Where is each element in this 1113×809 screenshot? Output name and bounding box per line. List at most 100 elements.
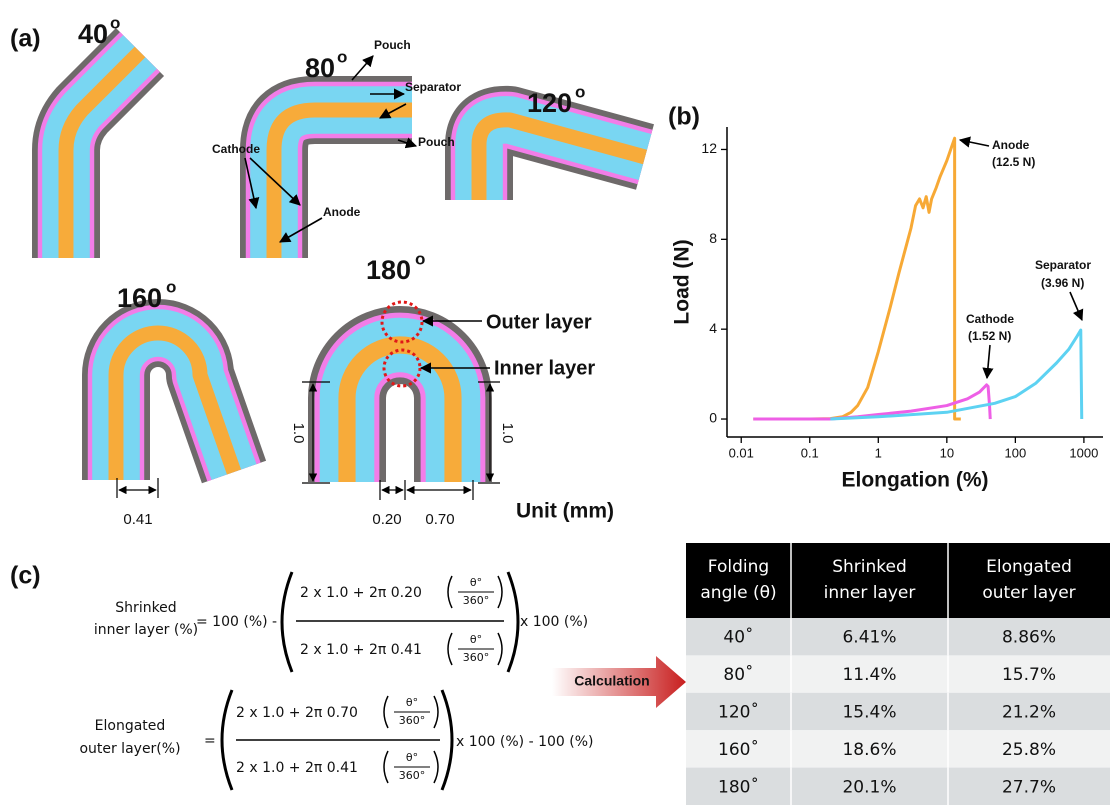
- table-header: Shrinked: [832, 557, 907, 577]
- strip-layer: [250, 86, 412, 258]
- annotation: Separator: [1035, 258, 1091, 272]
- arrow: [958, 136, 990, 148]
- dimension-label: 0.20: [372, 511, 401, 528]
- paren: [383, 750, 439, 784]
- paren: [220, 689, 234, 791]
- arrow: [279, 217, 323, 243]
- angle-label: 80: [305, 53, 335, 83]
- x-tick-label: 1: [875, 445, 882, 460]
- annotation: Separator: [405, 80, 461, 94]
- panel-label: (b): [668, 103, 700, 131]
- table-header: outer layer: [982, 583, 1075, 603]
- formula-text: = 100 (%) -: [196, 614, 277, 630]
- strip-layer: [108, 325, 242, 480]
- formula-text: x 100 (%): [520, 614, 588, 630]
- formula-label: outer layer(%): [79, 741, 180, 757]
- table-cell: 21.2%: [1002, 703, 1056, 723]
- formula-text: 360°: [463, 651, 490, 664]
- panel-label: (c): [10, 562, 41, 590]
- strip-layer: [471, 112, 647, 200]
- x-tick-label: 100: [1005, 445, 1027, 460]
- x-tick-label: 10: [940, 445, 954, 460]
- angle-degree: o: [337, 47, 347, 66]
- series-line: [830, 328, 1084, 421]
- table-row-bg: [686, 730, 1110, 768]
- paren: [447, 575, 503, 609]
- paren: [506, 571, 520, 673]
- table-cell: 160˚: [718, 739, 759, 760]
- dimension-label: 1.0: [290, 423, 307, 444]
- dimension-label: 1.0: [499, 423, 516, 444]
- table-header: angle (θ): [700, 583, 776, 603]
- formula-text: 2 x 1.0 + 2π 0.70: [236, 705, 358, 721]
- unit-label: Unit (mm): [516, 500, 614, 523]
- table-cell: 15.4%: [842, 703, 896, 723]
- formula-text: θ°: [406, 696, 418, 709]
- formula-text: 2 x 1.0 + 2π 0.20: [300, 585, 422, 601]
- formula-text: 2 x 1.0 + 2π 0.41: [300, 642, 422, 658]
- table-row-bg: [686, 618, 1110, 656]
- table-cell: 6.41%: [842, 628, 896, 648]
- table-row-bg: [686, 655, 1110, 693]
- formula-text: 360°: [399, 769, 426, 782]
- arrow: [397, 137, 418, 149]
- angle-label: 120: [527, 88, 572, 118]
- load-chart: (b) Elongation (%) Load (N) Anode (12.5 …: [668, 103, 1103, 492]
- table-header: inner layer: [824, 583, 916, 603]
- formula-text: θ°: [470, 576, 482, 589]
- strip-layer: [266, 102, 412, 258]
- annotation: Inner layer: [494, 357, 595, 379]
- formula-text: θ°: [406, 751, 418, 764]
- y-tick-label: 8: [709, 230, 717, 246]
- table-cell: 27.7%: [1002, 777, 1056, 797]
- table-cell: 8.86%: [1002, 628, 1056, 648]
- table-cell: 25.8%: [1002, 740, 1056, 760]
- table-cell: 80˚: [723, 664, 753, 685]
- x-tick-label: 1000: [1069, 445, 1098, 460]
- result-table: Folding angle (θ) Shrinked inner layer Elong…: [686, 543, 1110, 805]
- table-cell: 20.1%: [842, 777, 896, 797]
- strip-layer: [338, 336, 462, 482]
- table-cell: 120˚: [718, 702, 759, 723]
- paren: [383, 695, 439, 729]
- table-cell: 40˚: [723, 627, 753, 648]
- y-tick-label: 0: [709, 410, 717, 426]
- formula-text: θ°: [470, 633, 482, 646]
- angle-degree: o: [110, 13, 120, 32]
- series-line: [753, 136, 961, 421]
- dimension-label: 0.41: [123, 511, 152, 528]
- annotation: (12.5 N): [992, 155, 1035, 169]
- annotation: Anode: [323, 205, 361, 219]
- y-tick-label: 4: [709, 320, 717, 336]
- angle-label: 160: [117, 283, 162, 313]
- arrow: [982, 344, 994, 380]
- y-tick-label: 12: [701, 140, 717, 156]
- strip-drawings: [32, 27, 654, 484]
- y-axis-title: Load (N): [671, 239, 694, 324]
- annotation: Pouch: [418, 135, 455, 149]
- table-header: Folding: [708, 557, 769, 577]
- formula-text: =: [204, 733, 216, 749]
- paren: [280, 571, 294, 673]
- annotation: Cathode: [966, 312, 1014, 326]
- table-row-bg: [686, 767, 1110, 805]
- arrow-label: Calculation: [574, 673, 649, 689]
- panel-label: (a): [10, 25, 41, 53]
- table-header-bg: [686, 543, 1110, 618]
- arrow: [244, 157, 260, 210]
- annotation: Cathode: [212, 142, 260, 156]
- angle-degree: o: [575, 82, 585, 101]
- annotation: (1.52 N): [968, 329, 1011, 343]
- dimension-label: 0.70: [425, 511, 454, 528]
- strip-layer: [58, 46, 146, 258]
- x-tick-label: 0.01: [729, 445, 754, 460]
- annotation: (3.96 N): [1041, 276, 1084, 290]
- annotation: Pouch: [374, 38, 411, 52]
- formula-label: Elongated: [95, 718, 166, 734]
- angle-degree: o: [166, 277, 176, 296]
- formula-text: 2 x 1.0 + 2π 0.41: [236, 760, 358, 776]
- calculation-arrow: [552, 656, 686, 708]
- dimension-lines: [116, 381, 500, 500]
- formula-text: 360°: [399, 714, 426, 727]
